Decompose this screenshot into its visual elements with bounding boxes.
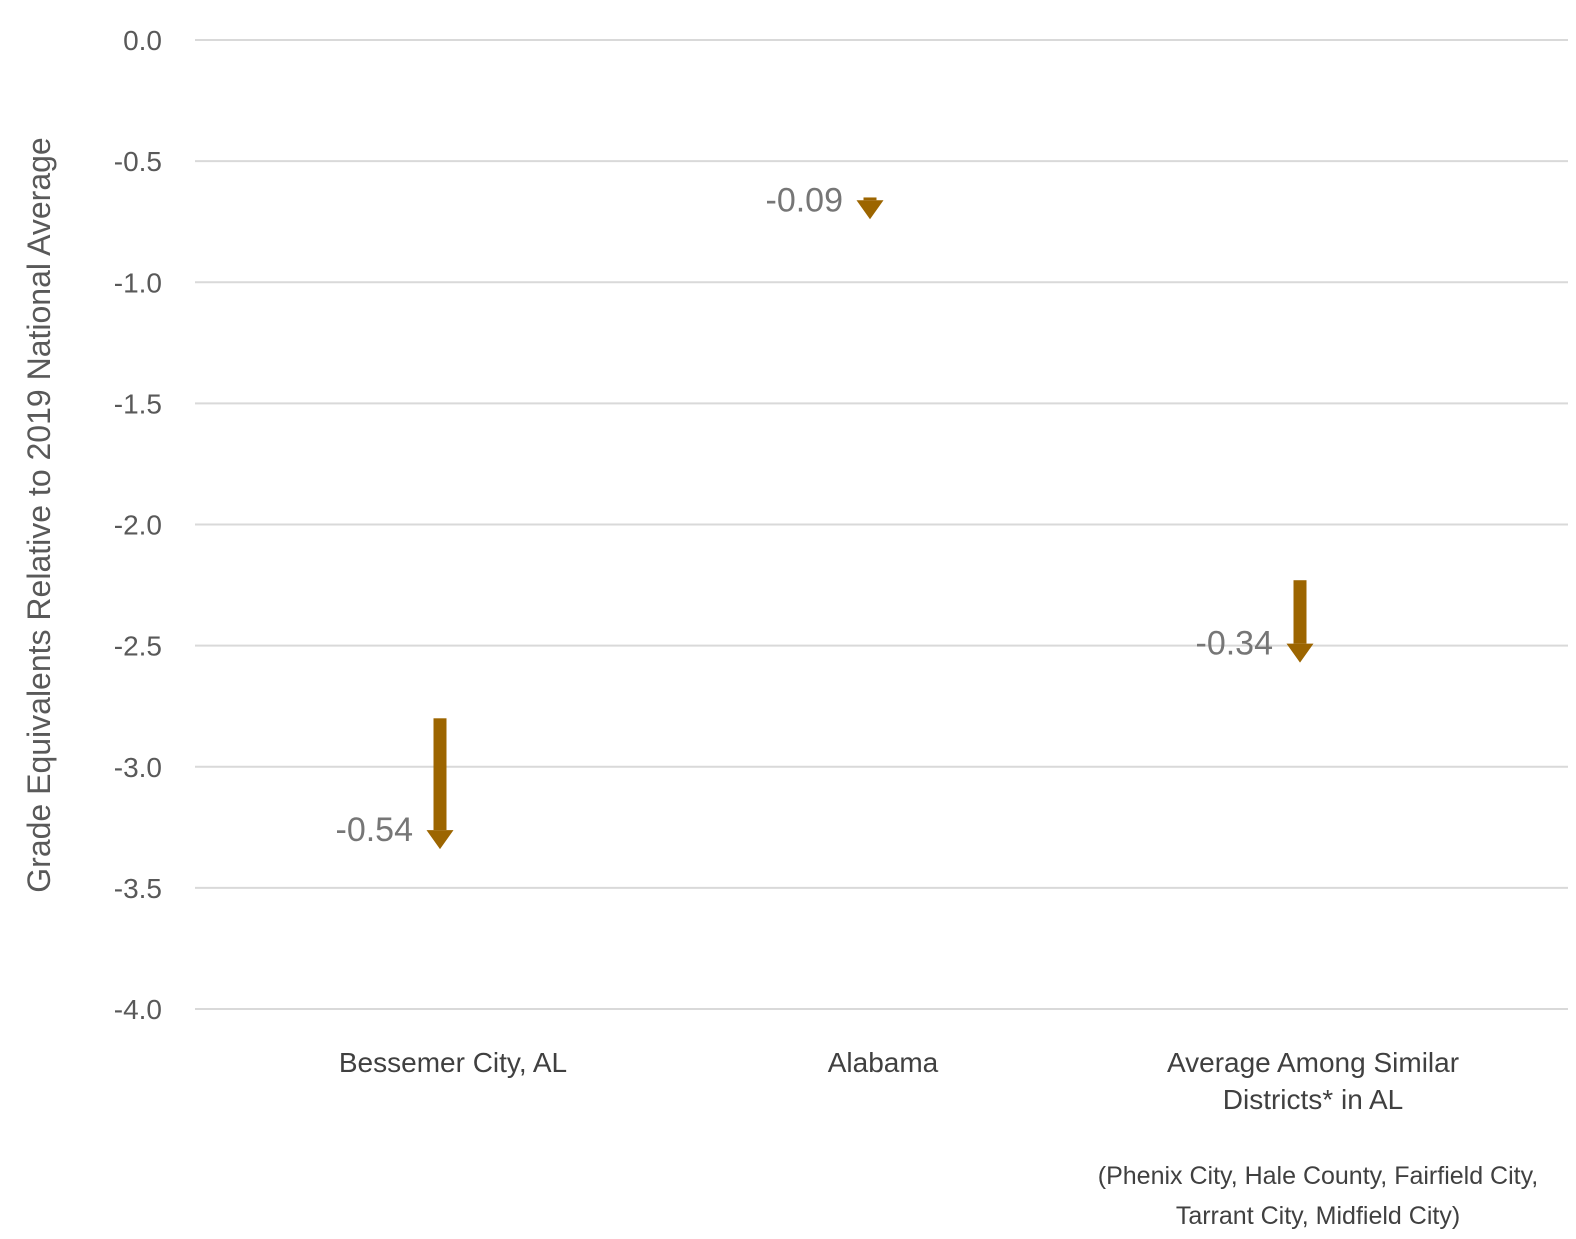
footnote-line: (Phenix City, Hale County, Fairfield Cit… (1098, 1162, 1538, 1190)
data-label: -0.34 (1196, 625, 1274, 663)
category-label: Average Among Similar (1167, 1047, 1459, 1078)
footnote: (Phenix City, Hale County, Fairfield Cit… (1098, 1162, 1538, 1230)
footnote-line: Tarrant City, Midfield City) (1176, 1202, 1460, 1230)
change-arrow (1286, 580, 1314, 663)
y-tick-label: -4.0 (114, 994, 162, 1025)
y-tick-label: -3.0 (114, 752, 162, 783)
y-axis-ticks: 0.0 -0.5 -1.0 -1.5 -2.0 -2.5 -3.0 -3.5 -4.0 (114, 25, 162, 1025)
y-tick-label: -0.5 (114, 146, 162, 177)
y-tick-label: -3.5 (114, 873, 162, 904)
category-labels: Bessemer City, AL Alabama Average Among Si… (339, 1047, 1459, 1115)
y-tick-label: 0.0 (123, 25, 162, 56)
arrow-shaft (1293, 580, 1307, 644)
y-axis-title: Grade Equivalents Relative to 2019 Natio… (21, 137, 57, 892)
y-tick-label: -2.0 (114, 510, 162, 541)
arrow-head (1286, 643, 1314, 663)
arrows (426, 197, 1314, 850)
category-label: Districts* in AL (1223, 1084, 1404, 1115)
arrow-head (856, 200, 884, 220)
change-arrow (856, 197, 884, 220)
change-arrow (426, 718, 454, 850)
data-label: -0.54 (336, 811, 414, 849)
arrow-shaft (863, 197, 877, 201)
gridlines (195, 39, 1568, 1010)
data-labels: -0.54 -0.09 -0.34 (336, 181, 1274, 849)
category-label: Bessemer City, AL (339, 1047, 567, 1078)
y-tick-label: -1.0 (114, 267, 162, 298)
y-tick-label: -2.5 (114, 631, 162, 662)
data-label: -0.09 (766, 181, 844, 219)
arrow-shaft (433, 718, 447, 831)
category-label: Alabama (828, 1047, 939, 1078)
arrow-head (426, 830, 454, 850)
y-tick-label: -1.5 (114, 388, 162, 419)
